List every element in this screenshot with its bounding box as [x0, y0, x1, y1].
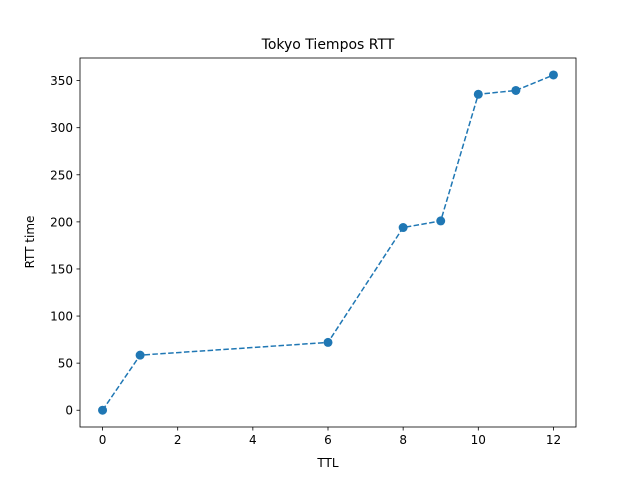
series-line — [101, 74, 554, 411]
y-axis-label: RTT time — [23, 216, 37, 269]
data-point — [98, 405, 108, 415]
chart-title: Tokyo Tiempos RTT — [261, 37, 395, 53]
x-tick-label: 4 — [249, 433, 257, 447]
y-tick-label: 250 — [50, 168, 73, 182]
x-tick-label: 0 — [99, 433, 107, 447]
x-tick-label: 6 — [324, 433, 332, 447]
plot-area: 0 2 4 6 8 10 12 0 50 100 150 200 250 300 350 — [50, 57, 577, 447]
y-tick-label: 200 — [50, 215, 73, 229]
y-tick-label: 350 — [50, 74, 73, 88]
data-point — [135, 350, 145, 360]
data-point — [398, 223, 408, 233]
x-tick-label: 10 — [471, 433, 486, 447]
data-point — [436, 216, 446, 226]
y-tick-label: 100 — [50, 310, 73, 324]
x-tick-label: 12 — [546, 433, 561, 447]
y-tick-label: 150 — [50, 262, 73, 276]
x-axis-label: TTL — [316, 456, 338, 470]
data-point — [473, 89, 483, 99]
data-point — [548, 70, 558, 80]
y-tick-label: 300 — [50, 121, 73, 135]
data-point — [323, 337, 333, 347]
data-point — [511, 85, 521, 95]
y-tick-label: 50 — [58, 357, 73, 371]
x-tick-label: 8 — [399, 433, 407, 447]
y-tick-label: 0 — [65, 404, 73, 418]
x-tick-label: 2 — [174, 433, 182, 447]
